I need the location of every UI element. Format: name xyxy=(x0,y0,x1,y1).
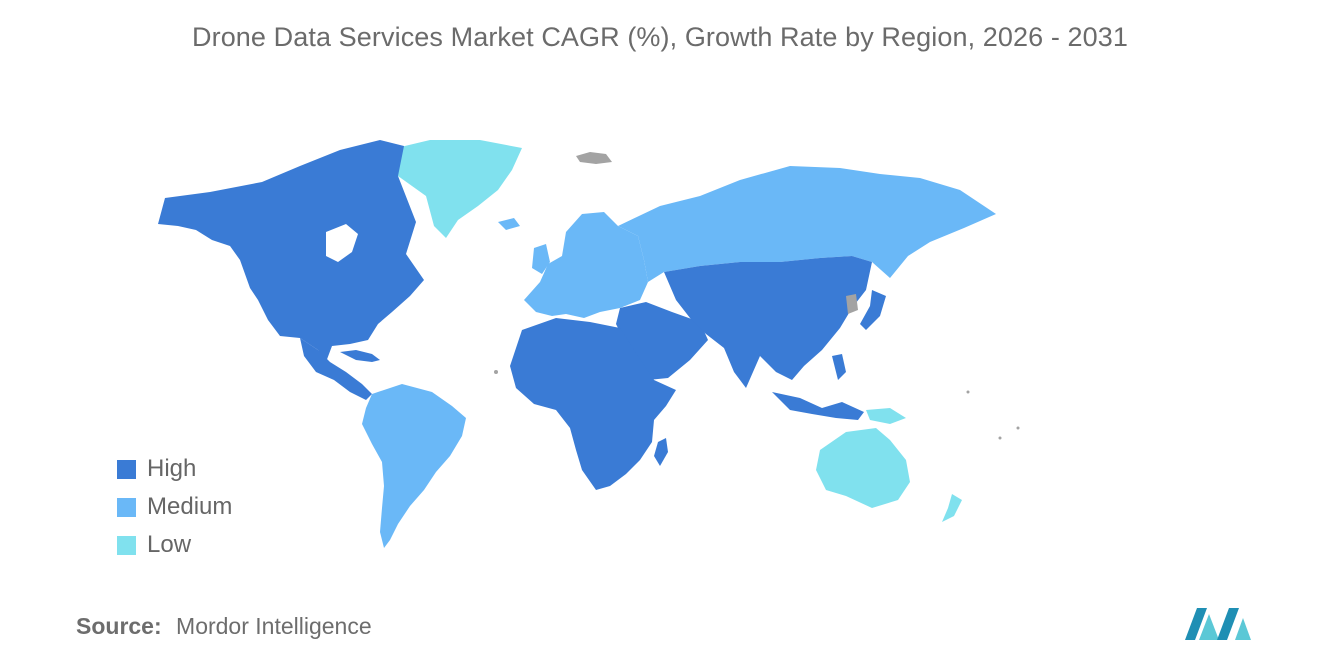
legend-item-low: Low xyxy=(117,526,232,564)
legend-label-medium: Medium xyxy=(147,493,233,520)
region-south-america[interactable] xyxy=(362,384,466,548)
legend-item-high: High xyxy=(117,450,232,488)
region-north-america[interactable] xyxy=(158,140,424,362)
legend: High Medium Low xyxy=(117,450,232,564)
region-europe[interactable] xyxy=(524,212,648,318)
region-uk-ireland xyxy=(532,244,550,274)
region-southeast-asia-islands xyxy=(772,392,864,420)
mordor-intelligence-logo-icon xyxy=(1185,608,1251,640)
region-japan xyxy=(860,290,886,330)
region-papua xyxy=(866,408,906,424)
region-small-island xyxy=(998,436,1002,440)
legend-label-high: High xyxy=(147,455,197,482)
region-russia[interactable] xyxy=(618,166,996,282)
region-philippines xyxy=(832,354,846,380)
source-value: Mordor Intelligence xyxy=(176,613,372,639)
legend-item-medium: Medium xyxy=(117,488,232,526)
legend-swatch-medium xyxy=(117,497,136,517)
region-new-zealand xyxy=(942,494,962,522)
legend-swatch-low xyxy=(117,535,136,555)
region-madagascar xyxy=(654,438,668,466)
region-iceland xyxy=(498,218,520,230)
region-caribbean xyxy=(340,350,380,362)
legend-swatch-high xyxy=(117,459,136,479)
legend-label-low: Low xyxy=(147,531,192,558)
region-korea xyxy=(846,294,858,314)
source-line: Source: Mordor Intelligence xyxy=(76,613,372,640)
region-small-island xyxy=(966,390,970,394)
region-central-america[interactable] xyxy=(300,338,372,400)
page-title: Drone Data Services Market CAGR (%), Gro… xyxy=(192,22,1128,52)
region-greenland[interactable] xyxy=(384,140,522,238)
region-africa[interactable] xyxy=(510,318,676,490)
source-label: Source: xyxy=(76,613,162,639)
region-asia[interactable] xyxy=(664,256,872,388)
region-hudson-bay xyxy=(326,224,358,262)
region-small-island xyxy=(1016,426,1020,430)
region-svalbard xyxy=(576,152,612,164)
region-australia[interactable] xyxy=(816,428,910,508)
region-small-island xyxy=(494,370,498,374)
